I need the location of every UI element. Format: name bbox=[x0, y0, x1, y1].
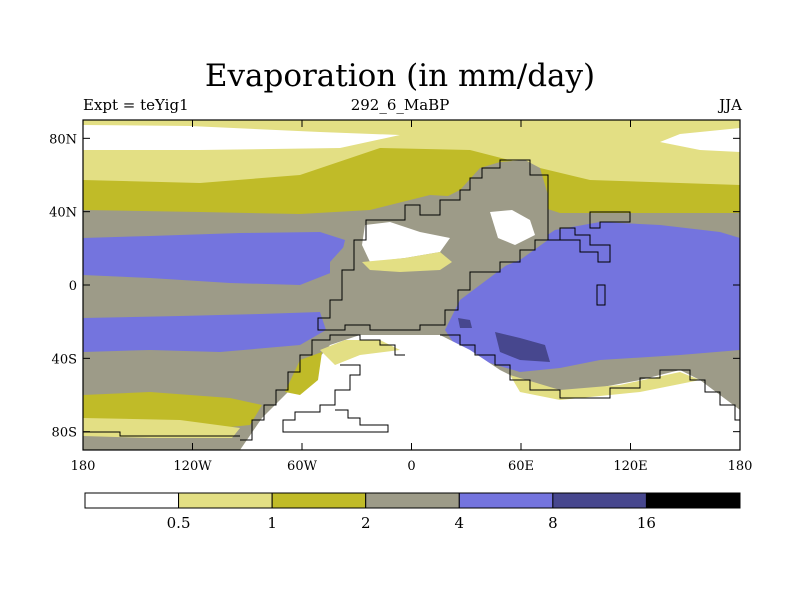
x-tick-label: 180 bbox=[728, 459, 753, 474]
x-tick-label: 60E bbox=[508, 459, 534, 474]
colorbar: 0.5 1 2 4 8 16 bbox=[84, 492, 741, 532]
x-tick-label: 120W bbox=[173, 459, 212, 474]
x-tick-label: 120E bbox=[613, 459, 647, 474]
y-tick-label: 0 bbox=[69, 279, 77, 294]
y-tick-label: 80N bbox=[49, 132, 77, 147]
colorbar-label: 2 bbox=[361, 514, 371, 532]
southern-continent-white bbox=[240, 335, 740, 450]
colorbar-label: 0.5 bbox=[167, 514, 191, 532]
experiment-label: Expt = teYig1 bbox=[83, 96, 189, 114]
west-band-north-4-8 bbox=[83, 232, 345, 285]
colorbar-label: 8 bbox=[548, 514, 558, 532]
colorbar-label: 1 bbox=[267, 514, 277, 532]
colorbar-label: 16 bbox=[637, 514, 656, 532]
north-band-below-0p5-east bbox=[660, 128, 740, 152]
southern-continent-fringe bbox=[320, 340, 400, 365]
coastline-east bbox=[548, 227, 611, 263]
colorbar-label: 4 bbox=[455, 514, 465, 532]
colorbar-swatch bbox=[84, 492, 180, 509]
x-tick-label: 180 bbox=[71, 459, 96, 474]
north-band-below-0p5-west bbox=[83, 125, 400, 150]
y-tick-label: 40S bbox=[52, 352, 77, 367]
x-tick-label: 60W bbox=[287, 459, 318, 474]
colorbar-swatch bbox=[178, 492, 273, 509]
east-ocean-8-16 bbox=[495, 332, 550, 362]
y-tick-label: 80S bbox=[52, 426, 77, 441]
coastline-south-inner bbox=[282, 364, 389, 433]
south-west-band-0p5-1 bbox=[83, 418, 240, 438]
coastline-ne-island bbox=[589, 211, 631, 229]
land-interior-low-ne bbox=[490, 210, 535, 245]
map-title: Evaporation (in mm/day) bbox=[204, 58, 596, 94]
colorbar-swatch bbox=[458, 492, 554, 509]
colorbar-swatch bbox=[271, 492, 367, 509]
southern-fringe-east bbox=[510, 372, 700, 400]
colorbar-swatch bbox=[552, 492, 647, 509]
coastlines bbox=[83, 159, 740, 441]
land-interior-fringe bbox=[362, 252, 452, 272]
coastline-main bbox=[317, 159, 549, 331]
colorbar-swatch bbox=[645, 492, 741, 509]
season-label: JJA bbox=[719, 96, 742, 114]
x-tick-label: 0 bbox=[407, 459, 415, 474]
colorbar-swatch bbox=[365, 492, 460, 509]
y-axis: 80N 40N 0 40S 80S bbox=[49, 132, 740, 441]
evaporation-field bbox=[83, 120, 740, 450]
southern-fringe-west bbox=[285, 352, 322, 395]
coastline-south bbox=[240, 334, 740, 441]
east-ocean-8-16-small bbox=[458, 318, 472, 328]
west-band-south-4-8 bbox=[83, 312, 326, 352]
land-interior-low-north bbox=[362, 222, 450, 262]
x-axis: 180 120W 60W 0 60E 120E 180 bbox=[71, 120, 753, 474]
period-label: 292_6_MaBP bbox=[350, 96, 450, 114]
y-tick-label: 40N bbox=[49, 206, 77, 221]
coastline-sw-edge bbox=[83, 431, 240, 437]
coastline-small-island bbox=[596, 284, 606, 306]
